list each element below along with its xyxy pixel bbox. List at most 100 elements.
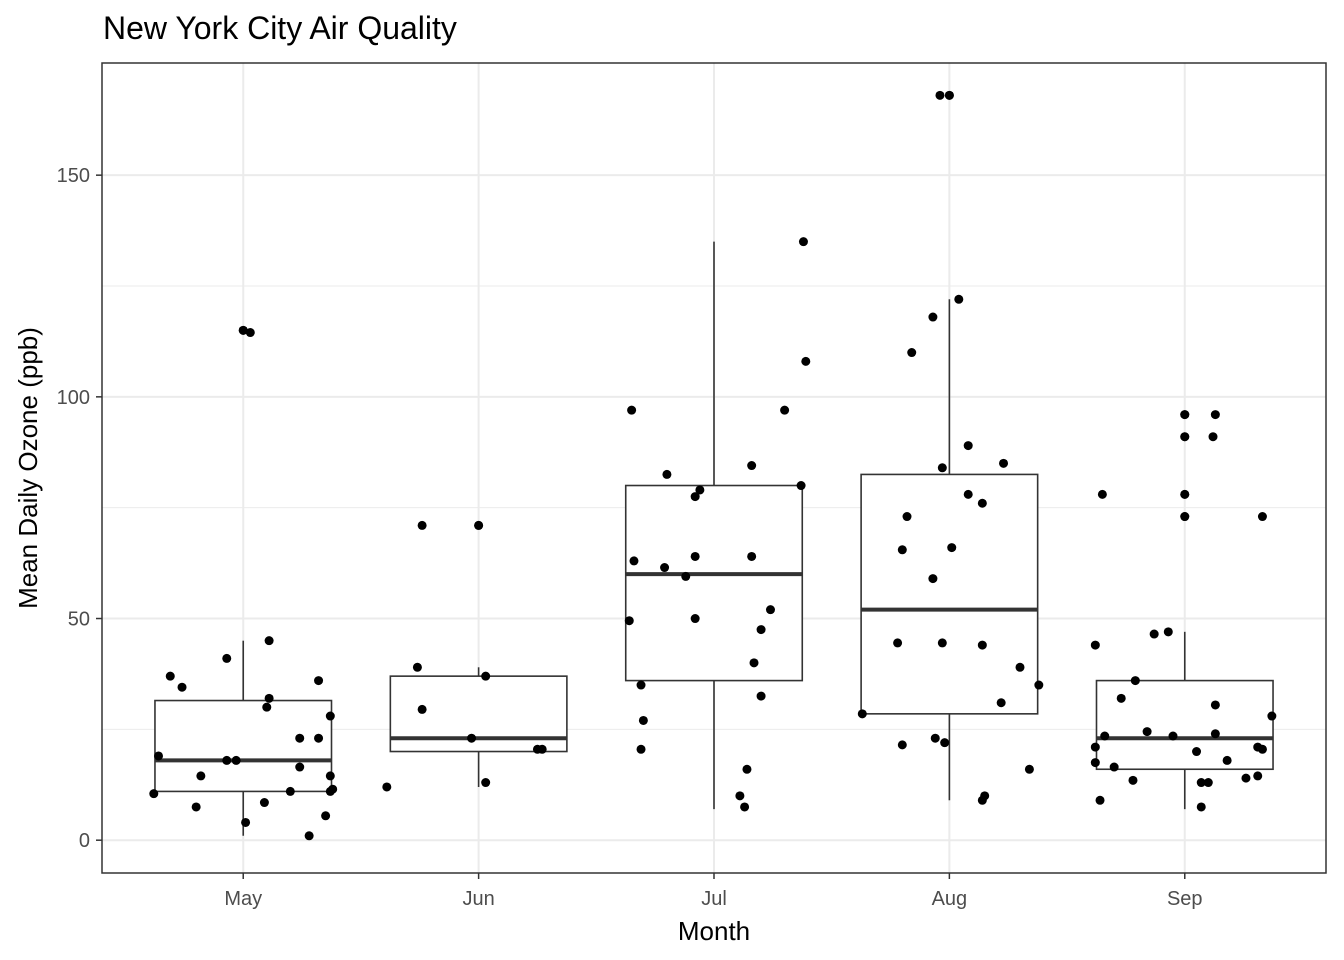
data-point — [930, 733, 940, 743]
data-point — [285, 786, 295, 796]
y-tick-label: 0 — [79, 830, 90, 852]
data-point — [382, 782, 392, 792]
data-point — [907, 348, 917, 358]
data-point — [1024, 764, 1034, 774]
data-point — [325, 771, 335, 781]
data-point — [798, 237, 808, 247]
data-point — [928, 574, 938, 584]
data-point — [690, 614, 700, 624]
data-point — [629, 556, 639, 566]
data-point — [1267, 711, 1277, 721]
data-point — [1097, 489, 1107, 499]
x-tick-label: Sep — [1167, 888, 1203, 910]
data-point — [264, 636, 274, 646]
data-point — [241, 817, 251, 827]
data-point — [690, 551, 700, 561]
y-tick-label: 100 — [57, 387, 90, 409]
data-point — [264, 693, 274, 703]
data-point — [231, 755, 241, 765]
data-point — [481, 671, 491, 681]
iqr-box — [154, 699, 333, 793]
data-point — [314, 676, 324, 686]
data-point — [259, 798, 269, 808]
x-tick-label: Jul — [701, 888, 727, 910]
data-point — [695, 485, 705, 495]
data-point — [1196, 778, 1206, 788]
data-point — [1090, 640, 1100, 650]
data-point — [928, 312, 938, 322]
data-point — [1095, 795, 1105, 805]
data-point — [902, 512, 912, 522]
data-point — [1034, 680, 1044, 690]
data-point — [325, 711, 335, 721]
data-point — [1109, 762, 1119, 772]
data-point — [222, 653, 232, 663]
data-point — [1128, 775, 1138, 785]
data-point — [1090, 758, 1100, 768]
data-point — [740, 802, 750, 812]
data-point — [1149, 629, 1159, 639]
data-point — [935, 90, 945, 100]
data-point — [1163, 627, 1173, 637]
data-point — [1015, 662, 1025, 672]
x-tick-label: May — [224, 888, 262, 910]
data-point — [627, 405, 637, 415]
data-point — [857, 709, 867, 719]
data-point — [937, 463, 947, 473]
box-aug — [860, 90, 1039, 801]
data-point — [474, 520, 484, 530]
data-point — [1116, 693, 1126, 703]
data-point — [295, 733, 305, 743]
data-point — [153, 751, 163, 761]
y-axis-title: Mean Daily Ozone (ppb) — [13, 327, 43, 609]
data-point — [1168, 731, 1178, 741]
data-point — [801, 356, 811, 366]
iqr-box — [1095, 679, 1274, 771]
data-point — [1210, 410, 1220, 420]
data-point — [304, 831, 314, 841]
data-point — [1142, 727, 1152, 737]
y-tick-label: 50 — [68, 609, 90, 631]
x-tick-label: Aug — [932, 888, 968, 910]
data-point — [756, 625, 766, 635]
data-point — [624, 616, 634, 626]
axes: 0 50 100 150 May Jun Jul Aug Sep — [57, 165, 1203, 910]
data-point — [636, 680, 646, 690]
data-point — [747, 461, 757, 471]
data-point — [940, 738, 950, 748]
data-point — [295, 762, 305, 772]
data-point — [756, 691, 766, 701]
data-point — [963, 489, 973, 499]
iqr-box — [624, 484, 804, 682]
data-point — [796, 481, 806, 491]
data-point — [980, 791, 990, 801]
data-point — [314, 733, 324, 743]
data-point — [191, 802, 201, 812]
data-point — [1196, 802, 1206, 812]
data-point — [1257, 512, 1267, 522]
data-point — [977, 498, 987, 508]
data-point — [944, 90, 954, 100]
chart-title: New York City Air Quality — [103, 10, 457, 46]
data-point — [681, 571, 691, 581]
data-point — [897, 740, 907, 750]
data-points — [149, 90, 1277, 841]
data-point — [1180, 432, 1190, 442]
data-point — [735, 791, 745, 801]
data-point — [1180, 512, 1190, 522]
box-sep — [1095, 410, 1274, 810]
data-point — [1130, 676, 1140, 686]
data-point — [977, 640, 987, 650]
box-jun — [389, 520, 568, 787]
data-point — [690, 492, 700, 502]
data-point — [1241, 773, 1251, 783]
data-point — [196, 771, 206, 781]
data-point — [481, 778, 491, 788]
data-point — [954, 294, 964, 304]
data-point — [245, 328, 255, 338]
data-point — [749, 658, 759, 668]
data-point — [937, 638, 947, 648]
data-point — [1180, 489, 1190, 499]
data-point — [222, 755, 232, 765]
